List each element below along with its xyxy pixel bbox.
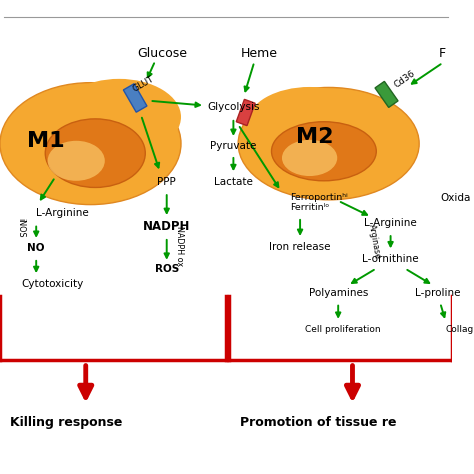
Text: Lactate: Lactate	[214, 177, 253, 187]
Text: GLUT: GLUT	[130, 74, 155, 93]
Text: Promotion of tissue re: Promotion of tissue re	[240, 416, 397, 429]
Text: iNOS: iNOS	[17, 218, 26, 237]
Text: Oxida: Oxida	[440, 193, 471, 203]
Ellipse shape	[47, 141, 105, 181]
Ellipse shape	[248, 87, 372, 158]
Text: NADPH: NADPH	[143, 220, 191, 233]
Text: L-Arginine: L-Arginine	[364, 218, 417, 228]
Text: Arginase: Arginase	[367, 224, 382, 260]
FancyBboxPatch shape	[375, 82, 398, 108]
Text: Ferroportinʰⁱ: Ferroportinʰⁱ	[291, 193, 348, 202]
Text: Collag: Collag	[446, 325, 474, 334]
Text: F: F	[439, 46, 446, 60]
Text: Heme: Heme	[241, 46, 278, 60]
Text: M1: M1	[27, 131, 64, 151]
Ellipse shape	[238, 87, 419, 200]
Text: ROS: ROS	[155, 264, 179, 274]
Text: PPP: PPP	[157, 177, 176, 187]
Text: Iron release: Iron release	[269, 242, 331, 252]
Text: Ferritinˡᵒ: Ferritinˡᵒ	[291, 203, 330, 212]
Text: Pyruvate: Pyruvate	[210, 141, 256, 151]
Ellipse shape	[272, 122, 376, 181]
Ellipse shape	[282, 140, 337, 176]
Ellipse shape	[57, 79, 181, 155]
Ellipse shape	[45, 119, 145, 187]
Text: Cell proliferation: Cell proliferation	[305, 325, 381, 334]
Text: Cd36: Cd36	[392, 68, 417, 89]
Text: Polyamines: Polyamines	[309, 288, 368, 298]
Text: NO: NO	[27, 244, 45, 254]
Ellipse shape	[0, 82, 181, 205]
FancyBboxPatch shape	[236, 100, 255, 126]
Text: NADPH ox: NADPH ox	[174, 226, 183, 265]
Text: Glucose: Glucose	[137, 46, 187, 60]
Text: Killing response: Killing response	[9, 416, 122, 429]
Text: L-ornithine: L-ornithine	[362, 254, 419, 264]
FancyBboxPatch shape	[123, 84, 147, 112]
Text: Cytotoxicity: Cytotoxicity	[21, 279, 83, 289]
Text: M2: M2	[296, 127, 333, 147]
Text: L-Arginine: L-Arginine	[36, 208, 89, 218]
Text: Glycolysis: Glycolysis	[207, 102, 260, 112]
Text: L-proline: L-proline	[416, 288, 461, 298]
